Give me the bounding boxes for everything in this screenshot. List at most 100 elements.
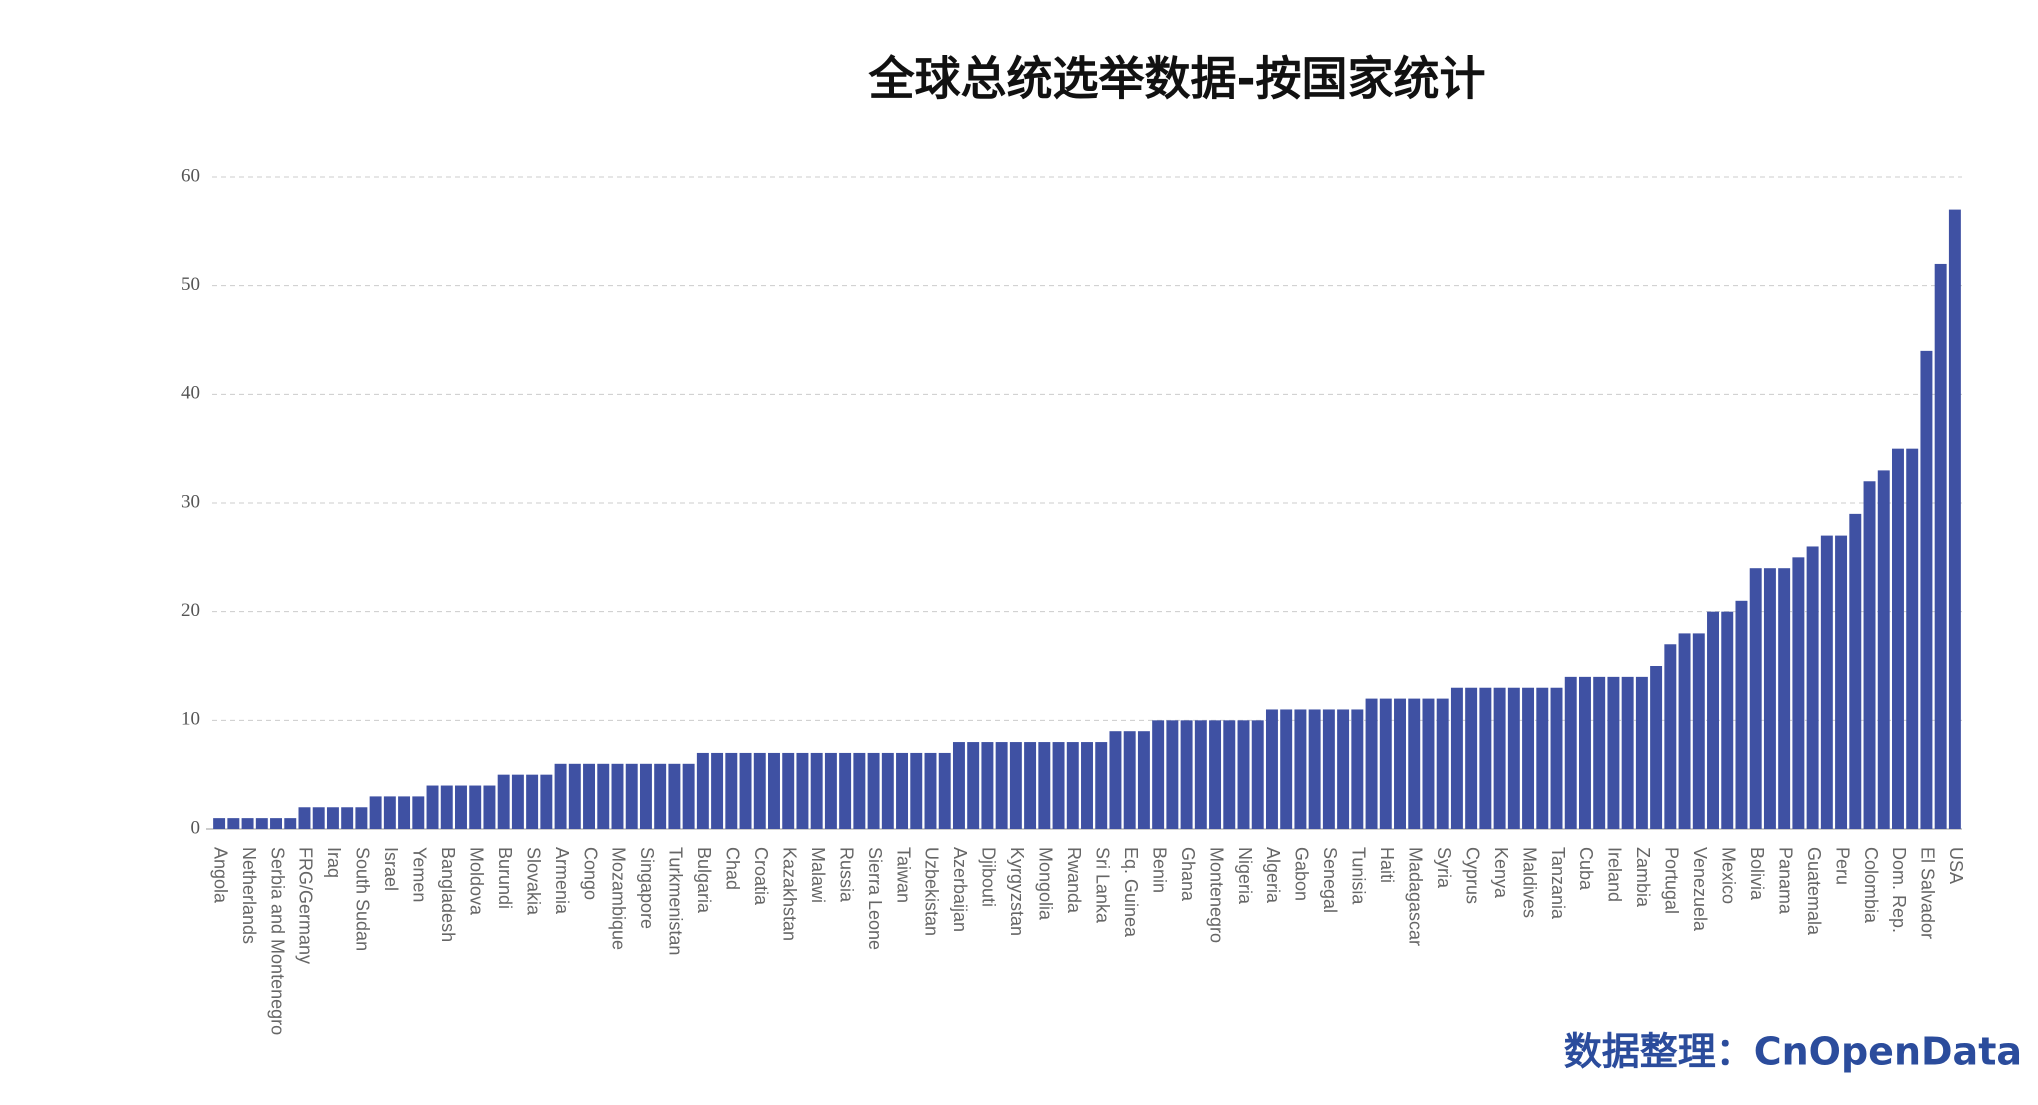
x-tick-label: Colombia [1861, 847, 1881, 924]
y-tick-label: 20 [181, 600, 200, 621]
bar [1707, 611, 1719, 829]
x-tick-label: Panama [1775, 847, 1795, 915]
bar [1337, 709, 1350, 829]
bar [213, 818, 226, 829]
x-tick-label: Peru [1832, 847, 1852, 885]
x-tick-label: Madagascar [1405, 847, 1425, 946]
x-tick-label: Burundi [495, 847, 515, 909]
x-tick-label: Turkmenistan [666, 847, 686, 955]
bar [483, 785, 496, 829]
x-tick-label: Serbia and Montenegro [267, 847, 287, 1035]
bar [284, 818, 297, 829]
bar [711, 752, 724, 829]
y-tick-label: 60 [181, 165, 200, 186]
bar [1849, 513, 1862, 829]
bar [1052, 742, 1065, 829]
bar [1223, 720, 1236, 829]
bar [597, 763, 610, 829]
y-tick-label: 40 [181, 383, 200, 404]
x-tick-label: Russia [836, 847, 856, 903]
bar [1522, 687, 1535, 829]
bar [1877, 470, 1890, 829]
x-tick-label: Kenya [1491, 847, 1511, 899]
x-tick-label: Dom. Rep. [1889, 847, 1909, 933]
x-tick-label: Syria [1434, 847, 1454, 889]
x-tick-label: Nigeria [1235, 847, 1255, 905]
x-tick-label: Djibouti [979, 847, 999, 907]
bar [270, 818, 282, 829]
bar [1778, 568, 1791, 829]
bar [1664, 644, 1677, 829]
bar [967, 742, 980, 829]
bar [1351, 709, 1364, 829]
bar [312, 807, 325, 829]
bar [1095, 742, 1108, 829]
bar [1294, 709, 1307, 829]
bar [1251, 720, 1264, 829]
bar [1180, 720, 1193, 829]
bar [227, 818, 240, 829]
bar [1152, 720, 1165, 829]
bar [753, 752, 766, 829]
bar [1835, 535, 1848, 829]
x-tick-label: Benin [1149, 847, 1169, 893]
bar [1137, 731, 1150, 829]
y-tick-label: 50 [181, 274, 200, 295]
bar [1422, 698, 1435, 829]
bar [1024, 742, 1037, 829]
bar [369, 796, 382, 829]
x-tick-label: Moldova [466, 847, 486, 916]
x-tick-label: Kyrgyzstan [1007, 847, 1027, 936]
bar [241, 818, 254, 829]
bar [782, 752, 795, 829]
bar [668, 763, 681, 829]
x-tick-label: Tunisia [1349, 847, 1369, 905]
bar [1749, 568, 1762, 829]
bar [853, 752, 866, 829]
bar [540, 774, 553, 829]
x-tick-label: Venezuela [1690, 847, 1710, 932]
y-tick-label: 30 [181, 491, 200, 512]
bar [1123, 731, 1136, 829]
bar [1906, 448, 1919, 829]
bar [469, 785, 482, 829]
bar [255, 818, 268, 829]
bar [1109, 731, 1122, 829]
bar [1678, 633, 1691, 829]
x-tick-label: Malawi [808, 847, 828, 903]
bar [355, 807, 368, 829]
x-tick-label: Congo [580, 847, 600, 900]
bar [796, 752, 809, 829]
x-tick-label: Slovakia [523, 847, 543, 916]
bar [1379, 698, 1392, 829]
bar [511, 774, 524, 829]
bar [1209, 720, 1222, 829]
bar [1493, 687, 1506, 829]
x-tick-label: Mongolia [1036, 847, 1056, 921]
x-tick-label: Eq. Guinea [1121, 847, 1141, 938]
bar [952, 742, 965, 829]
bar [1038, 742, 1051, 829]
x-tick-label: South Sudan [353, 847, 373, 951]
x-tick-label: Bolivia [1747, 847, 1767, 901]
y-tick-label: 0 [191, 817, 201, 838]
bar [839, 752, 852, 829]
x-tick-label: Montenegro [1206, 847, 1226, 943]
x-tick-label: Netherlands [239, 847, 259, 944]
bar [1934, 263, 1947, 829]
bar [1820, 535, 1833, 829]
bar [1322, 709, 1335, 829]
x-tick-label: Taiwan [893, 847, 913, 903]
bar [412, 796, 425, 829]
x-tick-label: Gabon [1292, 847, 1312, 901]
bar [1408, 698, 1421, 829]
x-tick-label: Croatia [751, 847, 771, 906]
bar [1792, 557, 1805, 829]
x-tick-label: Rwanda [1064, 847, 1084, 914]
bar [1166, 720, 1179, 829]
bar [326, 807, 339, 829]
bar [867, 752, 880, 829]
bar [639, 763, 652, 829]
bar [1465, 687, 1478, 829]
